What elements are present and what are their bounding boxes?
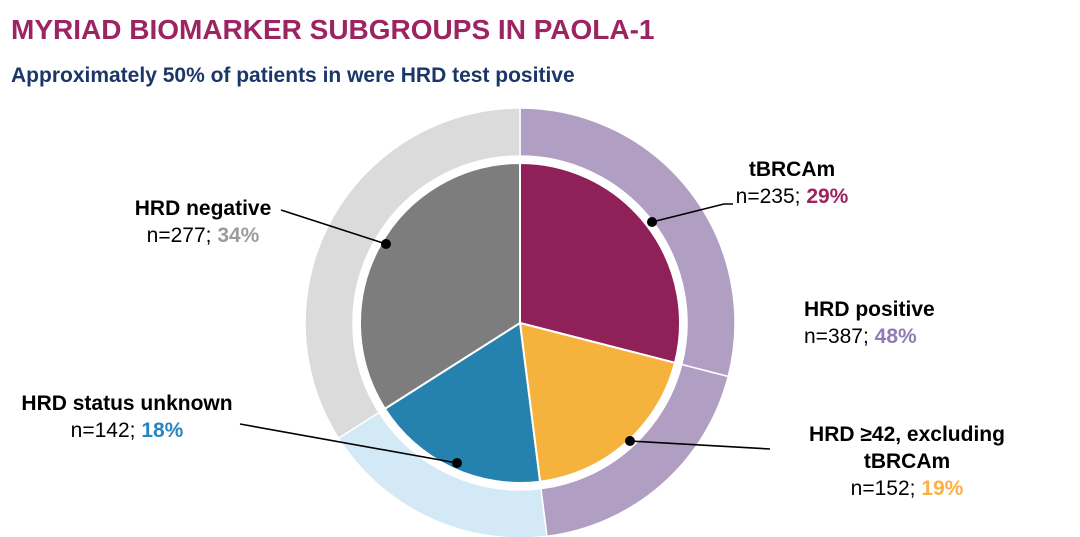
segment-value-tbrcam: n=235; 29% [702, 183, 882, 210]
leader-line-tbrcam [651, 203, 733, 223]
segment-value-hrd-ge42: n=152; 19% [792, 475, 1022, 502]
ring-segment-2 [304, 107, 521, 439]
outer-ring [304, 107, 736, 537]
segment-name-hrd-negative: HRD negative [134, 197, 272, 220]
segment-name-hrd-ge42-line2: tBRCAm [863, 450, 951, 473]
segment-value-hrd-unknown: n=142; 18% [12, 417, 242, 444]
segment-name-tbrcam: tBRCAm [748, 158, 836, 181]
segment-value-hrd-negative: n=277; 34% [113, 222, 293, 249]
n-value: n=277; [146, 224, 218, 247]
pct-value: 34% [217, 224, 260, 247]
segment-value-hrd-positive: n=387; 48% [804, 323, 935, 350]
leader-dot-hrd-ge42 [625, 436, 635, 446]
segment-name-hrd-unknown: HRD status unknown [21, 392, 233, 415]
leader-lines [239, 203, 771, 468]
pct-value: 48% [874, 325, 917, 348]
n-value: n=142; [70, 419, 142, 442]
n-value: n=152; [850, 477, 922, 500]
page-subtitle: Approximately 50% of patients in were HR… [11, 64, 575, 87]
pct-value: 29% [806, 185, 849, 208]
pct-value: 19% [921, 477, 964, 500]
leader-dot-tbrcam [647, 217, 657, 227]
leader-dot-hrd-negative [381, 239, 391, 249]
n-value: n=387; [804, 325, 875, 348]
label-hrd-ge42: HRD ≥42, excluding tBRCAm n=152; 19% [792, 421, 1022, 502]
pie-slice-2 [383, 322, 542, 484]
leader-dot-hrd-unknown [452, 458, 462, 468]
inner-pie [359, 162, 681, 484]
label-hrd-negative: HRD negative n=277; 34% [113, 195, 293, 249]
label-tbrcam: tBRCAm n=235; 29% [702, 156, 882, 210]
pie-slice-0 [519, 162, 681, 364]
leader-line-hrd-ge42 [629, 440, 771, 450]
n-value: n=235; [735, 185, 807, 208]
label-hrd-unknown: HRD status unknown n=142; 18% [12, 390, 242, 444]
page-title: MYRIAD BIOMARKER SUBGROUPS IN PAOLA-1 [11, 14, 655, 45]
segment-name-hrd-ge42-line1: HRD ≥42, excluding [809, 423, 1005, 446]
leader-line-hrd-negative [280, 209, 387, 245]
segment-name-hrd-positive: HRD positive [804, 298, 935, 321]
label-hrd-positive: HRD positive n=387; 48% [804, 296, 935, 350]
pie-slice-3 [359, 162, 521, 410]
pct-value: 18% [141, 419, 184, 442]
leader-line-hrd-unknown [239, 423, 458, 464]
